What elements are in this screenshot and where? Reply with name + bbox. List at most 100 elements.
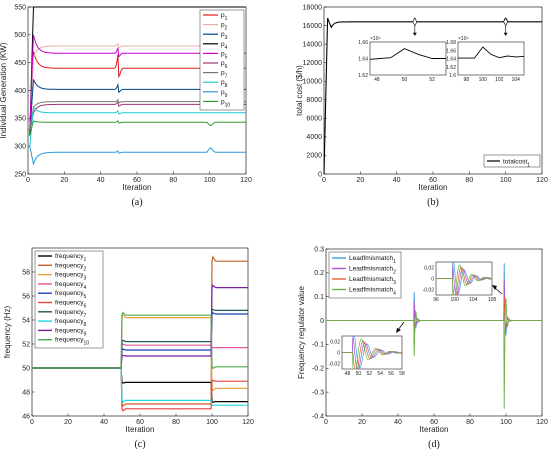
series-line-frequency8 — [32, 367, 248, 406]
x-axis-label: Iteration — [126, 425, 155, 434]
y-tick-label: 0.2 — [314, 270, 324, 277]
inset-y-tick-label: 1.66 — [446, 48, 456, 54]
inset-x-tick-label: 52 — [366, 371, 372, 377]
y-tick-label: 16000 — [303, 23, 323, 30]
y-axis-label: Individual Generation (KW) — [0, 42, 8, 138]
panel-a-generation-chart: 0 20 40 60 80 100 120 250 300 350 400 450 500 550 Iter… — [0, 4, 252, 208]
y-tick-label: -0.4 — [312, 413, 324, 420]
inset-y-tick-label: 0 — [431, 277, 434, 283]
panel-b-total-cost-chart: 0 20 40 60 80 100 120 0 2000 4000 6000 8000 10000 120… — [295, 4, 548, 208]
inset-x-tick-label: 58 — [399, 371, 405, 377]
x-tick-label: 120 — [536, 177, 548, 184]
x-tick-label: 100 — [500, 419, 512, 426]
x-tick-label: 100 — [500, 177, 512, 184]
x-tick-label: 0 — [324, 419, 328, 426]
y-tick-label: -0.1 — [312, 342, 324, 349]
inset-x-tick-label: 52 — [429, 77, 435, 83]
legend-label: frequency1 — [55, 253, 87, 263]
inset-y-tick-label: -0.02 — [423, 288, 435, 294]
zoom-arrowhead — [412, 32, 417, 36]
series-line-p9 — [28, 145, 246, 166]
inset-x-tick-label: 48 — [345, 371, 351, 377]
zoom-arrowhead — [396, 328, 401, 333]
inset-line-Leadfmismatch4 — [436, 264, 493, 296]
inset-x-tick-label: 100 — [479, 77, 488, 83]
inset-y-tick-label: 1.64 — [446, 57, 456, 63]
zoom-marker — [503, 17, 509, 27]
y-tick-label: 400 — [14, 88, 26, 95]
panel-c-frequency-chart: 0 20 40 60 80 100 120 46 48 50 52 54 56 58 Iteration fr… — [3, 247, 254, 450]
y-tick-label: -0.3 — [312, 389, 324, 396]
inset-y-tick-label: 1.64 — [358, 57, 368, 63]
inset-x-tick-label: 54 — [377, 371, 383, 377]
y-tick-label: 6000 — [306, 116, 322, 123]
legend-label: p3 — [221, 31, 228, 41]
x-tick-label: 0 — [30, 419, 34, 426]
inset-y-tick-label: 1.62 — [446, 65, 456, 71]
x-tick-label: 40 — [394, 419, 402, 426]
legend-label: frequency2 — [55, 262, 87, 272]
zoom-marker — [412, 17, 418, 27]
y-tick-label: 0.3 — [314, 246, 324, 253]
x-tick-label: 120 — [536, 419, 548, 426]
caption: (d) — [428, 439, 440, 450]
legend-label: p9 — [221, 89, 228, 99]
y-tick-label: 450 — [14, 60, 26, 67]
y-axis-label: frequency (Hz) — [3, 305, 12, 358]
series-line-p4 — [28, 6, 246, 136]
series-line-frequency10 — [32, 311, 248, 370]
x-tick-label: 60 — [136, 419, 144, 426]
legend-label: p5 — [221, 50, 228, 60]
legend-label: p1 — [221, 12, 228, 22]
y-tick-label: 48 — [22, 389, 30, 396]
y-tick-label: 550 — [14, 4, 26, 11]
legend — [483, 154, 541, 168]
inset-y-tick-label: 0.02 — [330, 340, 340, 346]
inset-y-tick-label: 1.68 — [446, 40, 456, 46]
y-tick-label: 300 — [14, 143, 26, 150]
inset-x-tick-label: 98 — [463, 77, 469, 83]
y-tick-label: 4000 — [306, 134, 322, 141]
x-tick-label: 40 — [393, 177, 401, 184]
inset-x-tick-label: 50 — [356, 371, 362, 377]
legend-label: p4 — [221, 41, 228, 51]
inset-y-tick-label: 1.62 — [358, 73, 368, 79]
x-tick-label: 20 — [60, 177, 68, 184]
x-tick-label: 60 — [430, 419, 438, 426]
inset-multiplier: ×10⁴ — [458, 36, 469, 42]
x-tick-label: 20 — [64, 419, 72, 426]
series-line-p8 — [28, 105, 246, 147]
x-tick-label: 80 — [465, 177, 473, 184]
caption: (c) — [134, 439, 145, 450]
y-tick-label: 10000 — [303, 79, 323, 86]
inset-y-tick-label: -0.02 — [329, 362, 341, 368]
legend-label: frequency9 — [55, 327, 87, 337]
inset-x-tick-label: 104 — [469, 297, 478, 303]
legend-label: Leadfmismatch1 — [349, 255, 396, 265]
legend-label: frequency7 — [55, 309, 87, 319]
x-tick-label: 60 — [429, 177, 437, 184]
legend-label: Leadfmismatch3 — [349, 276, 396, 286]
zoom-arrowhead — [492, 285, 497, 290]
x-tick-label: 60 — [133, 177, 141, 184]
legend-label: p7 — [221, 70, 228, 80]
x-axis-label: Iteration — [123, 183, 152, 192]
legend-label: frequency3 — [55, 272, 87, 282]
inset-multiplier: ×10⁴ — [370, 36, 381, 42]
x-tick-label: 20 — [358, 419, 366, 426]
y-tick-label: 54 — [22, 317, 30, 324]
y-tick-label: 52 — [22, 341, 30, 348]
x-tick-label: 120 — [242, 419, 254, 426]
y-tick-label: 0 — [320, 318, 324, 325]
inset-line — [458, 46, 525, 59]
x-tick-label: 20 — [356, 177, 364, 184]
inset-y-tick-label: 1.66 — [358, 40, 368, 46]
inset-y-tick-label: 0 — [337, 351, 340, 357]
y-tick-label: 0.1 — [314, 294, 324, 301]
y-tick-label: 56 — [22, 293, 30, 300]
x-tick-label: 100 — [204, 177, 216, 184]
legend — [34, 250, 104, 349]
x-axis-label: Iteration — [419, 183, 448, 192]
legend — [199, 9, 245, 111]
